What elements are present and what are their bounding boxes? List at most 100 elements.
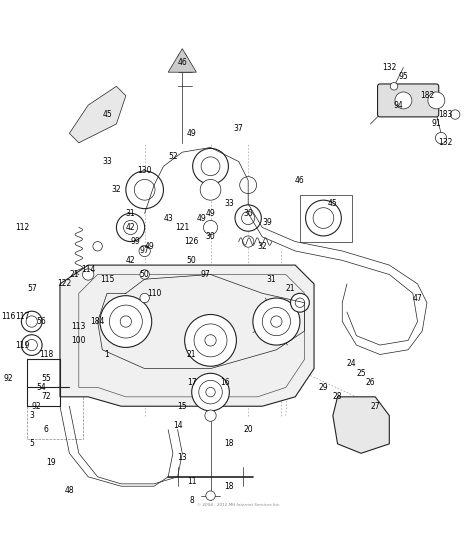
Text: 182: 182 xyxy=(420,91,434,100)
Text: 97: 97 xyxy=(201,270,211,279)
Text: 21: 21 xyxy=(286,284,295,293)
Text: 18: 18 xyxy=(225,439,234,449)
Text: 114: 114 xyxy=(81,265,95,274)
Circle shape xyxy=(178,53,187,63)
Text: 48: 48 xyxy=(64,486,74,495)
Text: 43: 43 xyxy=(164,214,173,222)
Text: 56: 56 xyxy=(36,317,46,326)
Text: 126: 126 xyxy=(184,237,199,246)
Text: 94: 94 xyxy=(394,100,403,110)
Circle shape xyxy=(206,388,215,397)
Text: 99: 99 xyxy=(130,237,140,246)
Text: 8: 8 xyxy=(189,496,194,505)
Text: 46: 46 xyxy=(177,58,187,68)
Circle shape xyxy=(117,214,145,242)
Circle shape xyxy=(185,315,237,366)
Text: 16: 16 xyxy=(220,378,229,387)
Circle shape xyxy=(390,82,398,90)
Circle shape xyxy=(206,491,215,500)
Text: 100: 100 xyxy=(72,336,86,345)
Text: 14: 14 xyxy=(173,421,182,429)
Text: 31: 31 xyxy=(267,274,276,284)
Text: 49: 49 xyxy=(196,214,206,222)
Text: 1: 1 xyxy=(105,350,109,359)
Text: 30: 30 xyxy=(206,232,215,242)
Text: 116: 116 xyxy=(1,312,16,321)
Text: 183: 183 xyxy=(438,110,453,119)
Text: 49: 49 xyxy=(187,129,197,138)
Text: 31: 31 xyxy=(126,209,136,218)
Circle shape xyxy=(271,316,282,327)
Text: 119: 119 xyxy=(15,340,29,350)
Circle shape xyxy=(242,211,255,225)
Circle shape xyxy=(93,242,102,251)
Text: 95: 95 xyxy=(399,72,408,81)
Text: 32: 32 xyxy=(111,186,121,194)
Text: 50: 50 xyxy=(187,256,197,265)
Text: 32: 32 xyxy=(257,242,267,251)
Text: 132: 132 xyxy=(438,138,453,147)
Text: 46: 46 xyxy=(295,176,305,185)
Text: 24: 24 xyxy=(347,360,356,368)
Circle shape xyxy=(203,220,218,234)
Circle shape xyxy=(21,311,42,332)
Circle shape xyxy=(194,324,227,357)
Text: 91: 91 xyxy=(431,120,441,128)
Text: 37: 37 xyxy=(234,124,244,133)
Text: 3: 3 xyxy=(29,411,34,420)
Polygon shape xyxy=(60,265,314,406)
Circle shape xyxy=(201,157,220,176)
Circle shape xyxy=(100,296,152,348)
Text: 121: 121 xyxy=(175,223,190,232)
Circle shape xyxy=(200,180,221,200)
Circle shape xyxy=(295,298,305,307)
Circle shape xyxy=(262,307,291,335)
Circle shape xyxy=(26,316,37,327)
Text: 27: 27 xyxy=(370,402,380,411)
Text: 25: 25 xyxy=(356,369,366,378)
Text: 112: 112 xyxy=(15,223,29,232)
Text: 55: 55 xyxy=(41,373,51,383)
Circle shape xyxy=(120,316,131,327)
Circle shape xyxy=(139,245,150,256)
Text: 21: 21 xyxy=(69,270,79,279)
Text: 42: 42 xyxy=(126,256,136,265)
Circle shape xyxy=(313,208,334,228)
FancyBboxPatch shape xyxy=(378,84,439,117)
Text: 21: 21 xyxy=(187,350,196,359)
Circle shape xyxy=(428,92,445,109)
Circle shape xyxy=(395,92,412,109)
Text: 57: 57 xyxy=(27,284,36,293)
Text: 26: 26 xyxy=(365,378,375,387)
Circle shape xyxy=(21,335,42,355)
Text: 122: 122 xyxy=(57,279,72,288)
Circle shape xyxy=(235,205,261,231)
Circle shape xyxy=(240,177,256,194)
Text: 6: 6 xyxy=(44,425,48,434)
Circle shape xyxy=(243,236,254,247)
Polygon shape xyxy=(333,397,389,453)
Circle shape xyxy=(205,335,216,346)
Text: 28: 28 xyxy=(333,393,342,401)
Text: 47: 47 xyxy=(413,294,422,302)
Text: 97: 97 xyxy=(140,247,149,255)
Text: 92: 92 xyxy=(32,402,41,411)
Text: 54: 54 xyxy=(36,383,46,392)
Circle shape xyxy=(82,269,94,280)
Text: 132: 132 xyxy=(382,63,396,72)
Text: 30: 30 xyxy=(243,209,253,218)
Text: 20: 20 xyxy=(243,425,253,434)
Text: 52: 52 xyxy=(168,153,178,161)
Circle shape xyxy=(199,380,222,404)
Circle shape xyxy=(291,293,310,312)
Circle shape xyxy=(124,220,137,234)
Polygon shape xyxy=(168,49,196,72)
Circle shape xyxy=(450,110,460,119)
Text: 49: 49 xyxy=(145,242,154,251)
Circle shape xyxy=(192,148,228,184)
Circle shape xyxy=(306,200,341,236)
Text: 29: 29 xyxy=(319,383,328,392)
Polygon shape xyxy=(69,86,126,143)
Text: 92: 92 xyxy=(3,373,13,383)
Circle shape xyxy=(134,180,155,200)
